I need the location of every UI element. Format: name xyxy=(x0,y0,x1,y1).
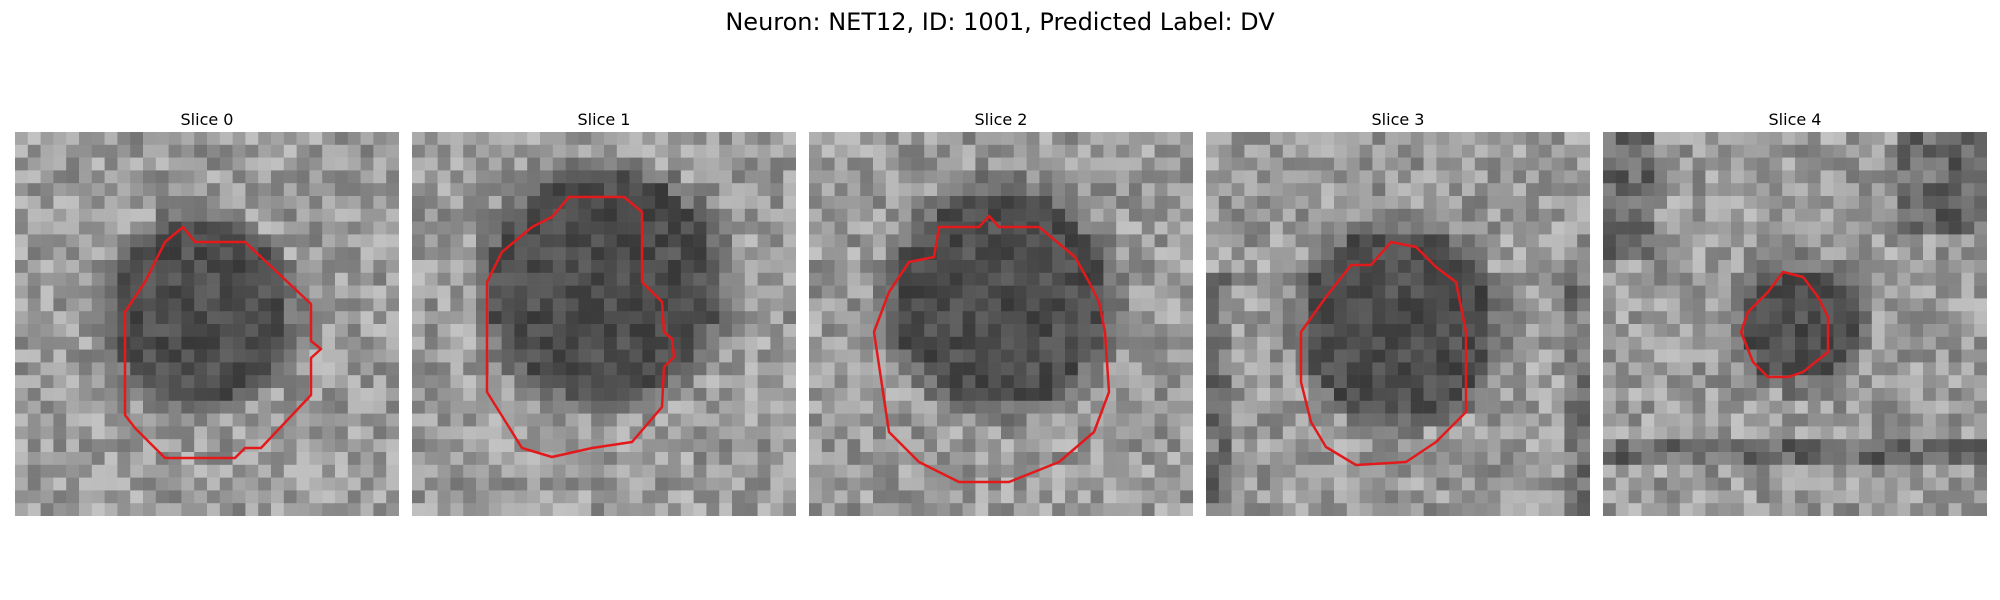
slice-title: Slice 2 xyxy=(809,108,1193,132)
slice-panel-3: Slice 3 xyxy=(1206,108,1590,516)
image-pixels xyxy=(1603,132,1987,516)
slice-image-0 xyxy=(15,132,399,516)
slice-panel-2: Slice 2 xyxy=(809,108,1193,516)
image-pixels xyxy=(809,132,1193,516)
image-pixels xyxy=(1206,132,1590,516)
slice-panel-0: Slice 0 xyxy=(15,108,399,516)
figure-title: Neuron: NET12, ID: 1001, Predicted Label… xyxy=(0,8,2000,36)
slice-image-3 xyxy=(1206,132,1590,516)
slice-title: Slice 1 xyxy=(412,108,796,132)
slice-image-2 xyxy=(809,132,1193,516)
slice-image-4 xyxy=(1603,132,1987,516)
slice-panel-4: Slice 4 xyxy=(1603,108,1987,516)
slice-image-1 xyxy=(412,132,796,516)
slice-panel-1: Slice 1 xyxy=(412,108,796,516)
slice-title: Slice 3 xyxy=(1206,108,1590,132)
image-pixels xyxy=(412,132,796,516)
slice-title: Slice 4 xyxy=(1603,108,1987,132)
slice-title: Slice 0 xyxy=(15,108,399,132)
